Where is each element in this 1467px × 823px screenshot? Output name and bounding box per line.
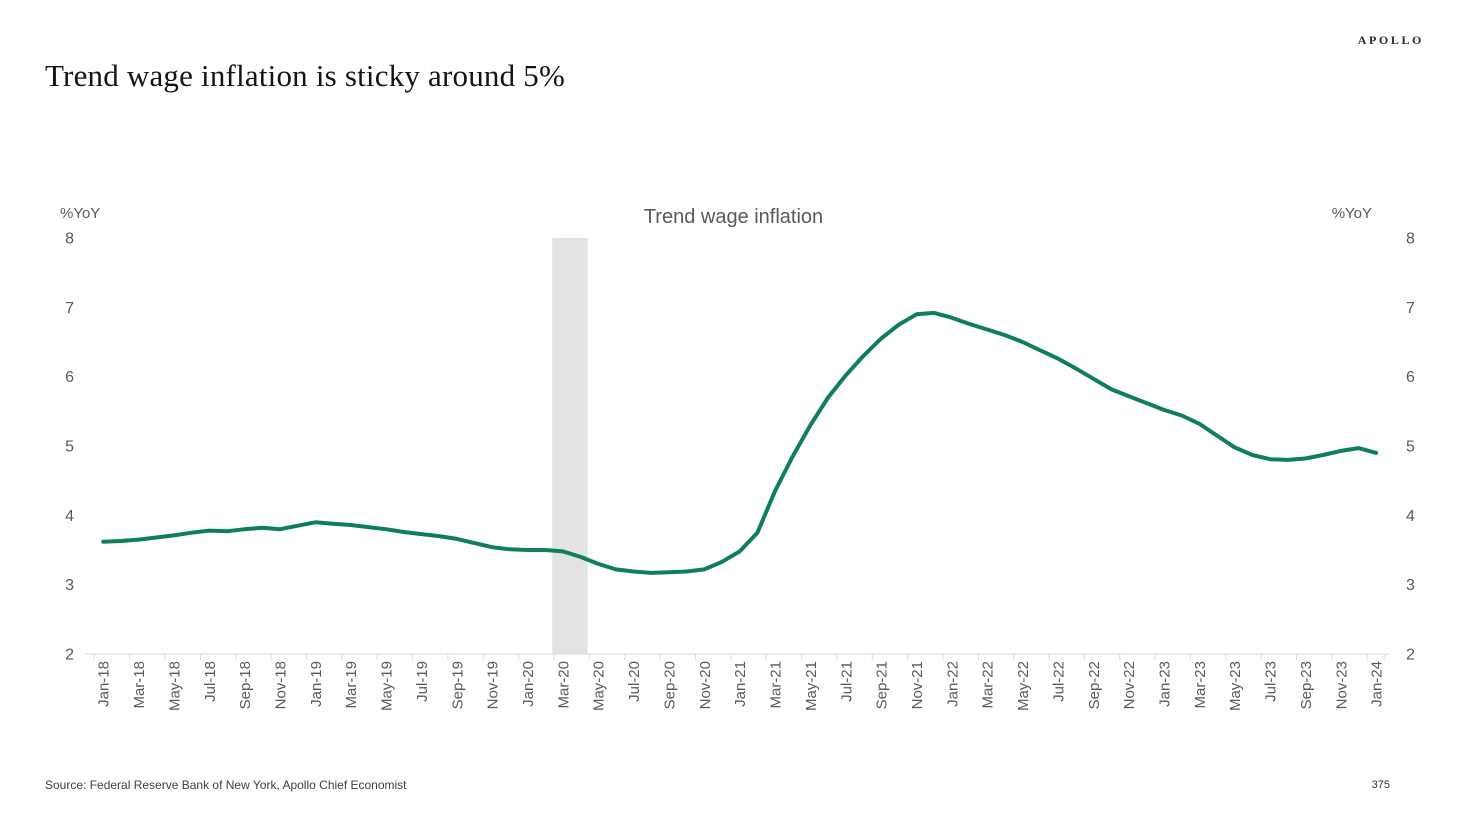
x-axis-label: Nov-22 <box>1121 661 1138 709</box>
y-axis-label-left: 2 <box>65 647 74 664</box>
wage-inflation-chart: 8 8 7 7 6 6 5 5 4 4 3 3 2 2 Jan-18 Mar-18 May-18 Jul-18 Se… <box>65 231 1415 712</box>
y-axis-label-left: 8 <box>65 231 74 248</box>
x-axis-label: May-23 <box>1227 661 1244 711</box>
y-axis-label-left: 5 <box>65 439 74 456</box>
x-axis-label: Mar-20 <box>555 661 572 709</box>
recession-band <box>552 238 588 654</box>
x-axis-label: Jul-21 <box>838 661 855 702</box>
x-axis-label: Nov-21 <box>909 661 926 709</box>
x-axis-label: Jul-18 <box>202 661 219 702</box>
x-axis-label: Nov-18 <box>273 661 290 709</box>
x-axis-label: Sep-18 <box>237 661 254 709</box>
y-axis-label-right: 3 <box>1406 577 1415 594</box>
x-axis-label: Jan-20 <box>520 661 537 707</box>
x-axis-label: Mar-21 <box>768 661 785 709</box>
y-axis-label-right: 8 <box>1406 231 1415 248</box>
y-axis-unit-right: %YoY <box>1331 205 1372 222</box>
x-axis-label: Jan-23 <box>1157 661 1174 707</box>
x-axis-label: Jul-19 <box>414 661 431 702</box>
y-axis-label-left: 7 <box>65 300 74 317</box>
y-axis-label-right: 6 <box>1406 369 1415 386</box>
x-axis-label: Jul-22 <box>1050 661 1067 702</box>
y-axis-label-right: 2 <box>1406 647 1415 664</box>
x-axis-label: Nov-23 <box>1333 661 1350 709</box>
x-axis-label: Sep-23 <box>1298 661 1315 709</box>
x-axis-label: Mar-22 <box>980 661 997 709</box>
y-axis-label-left: 6 <box>65 369 74 386</box>
y-axis-label-left: 3 <box>65 577 74 594</box>
page-title: Trend wage inflation is sticky around 5% <box>45 58 565 93</box>
x-axis-label: Mar-19 <box>343 661 360 709</box>
x-axis-label: Sep-21 <box>874 661 891 709</box>
y-axis-unit-left: %YoY <box>60 205 101 222</box>
apollo-logo: APOLLO <box>1357 33 1424 47</box>
x-axis-label: Jan-21 <box>732 661 749 707</box>
x-axis-label: Nov-20 <box>697 661 714 709</box>
page-number: 375 <box>1371 779 1390 791</box>
chart-title: Trend wage inflation <box>643 206 824 228</box>
x-axis-label: Jan-24 <box>1369 661 1386 707</box>
x-axis-label: May-21 <box>803 661 820 711</box>
x-axis-label: Nov-19 <box>485 661 502 709</box>
x-axis-label: May-18 <box>166 661 183 711</box>
y-axis-label-right: 4 <box>1406 508 1415 525</box>
x-axis-label: Sep-22 <box>1086 661 1103 709</box>
x-axis-label: Mar-18 <box>131 661 148 709</box>
x-axis-label: Sep-19 <box>449 661 466 709</box>
trend-wage-inflation-line <box>101 310 1379 575</box>
x-axis-label: May-22 <box>1015 661 1032 711</box>
x-axis-label: Mar-23 <box>1192 661 1209 709</box>
y-axis-label-left: 4 <box>65 508 74 525</box>
y-axis-label-right: 5 <box>1406 439 1415 456</box>
x-axis-label: Jan-19 <box>308 661 325 707</box>
x-axis-label: May-20 <box>591 661 608 711</box>
source-note: Source: Federal Reserve Bank of New York… <box>45 778 407 792</box>
y-axis-label-right: 7 <box>1406 300 1415 317</box>
x-axis-label: Jul-20 <box>626 661 643 702</box>
x-axis-label: Jan-18 <box>96 661 113 707</box>
x-axis-label: Sep-20 <box>661 661 678 709</box>
x-axis-label: May-19 <box>379 661 396 711</box>
x-axis-label: Jan-22 <box>944 661 961 707</box>
x-axis-label: Jul-23 <box>1263 661 1280 702</box>
